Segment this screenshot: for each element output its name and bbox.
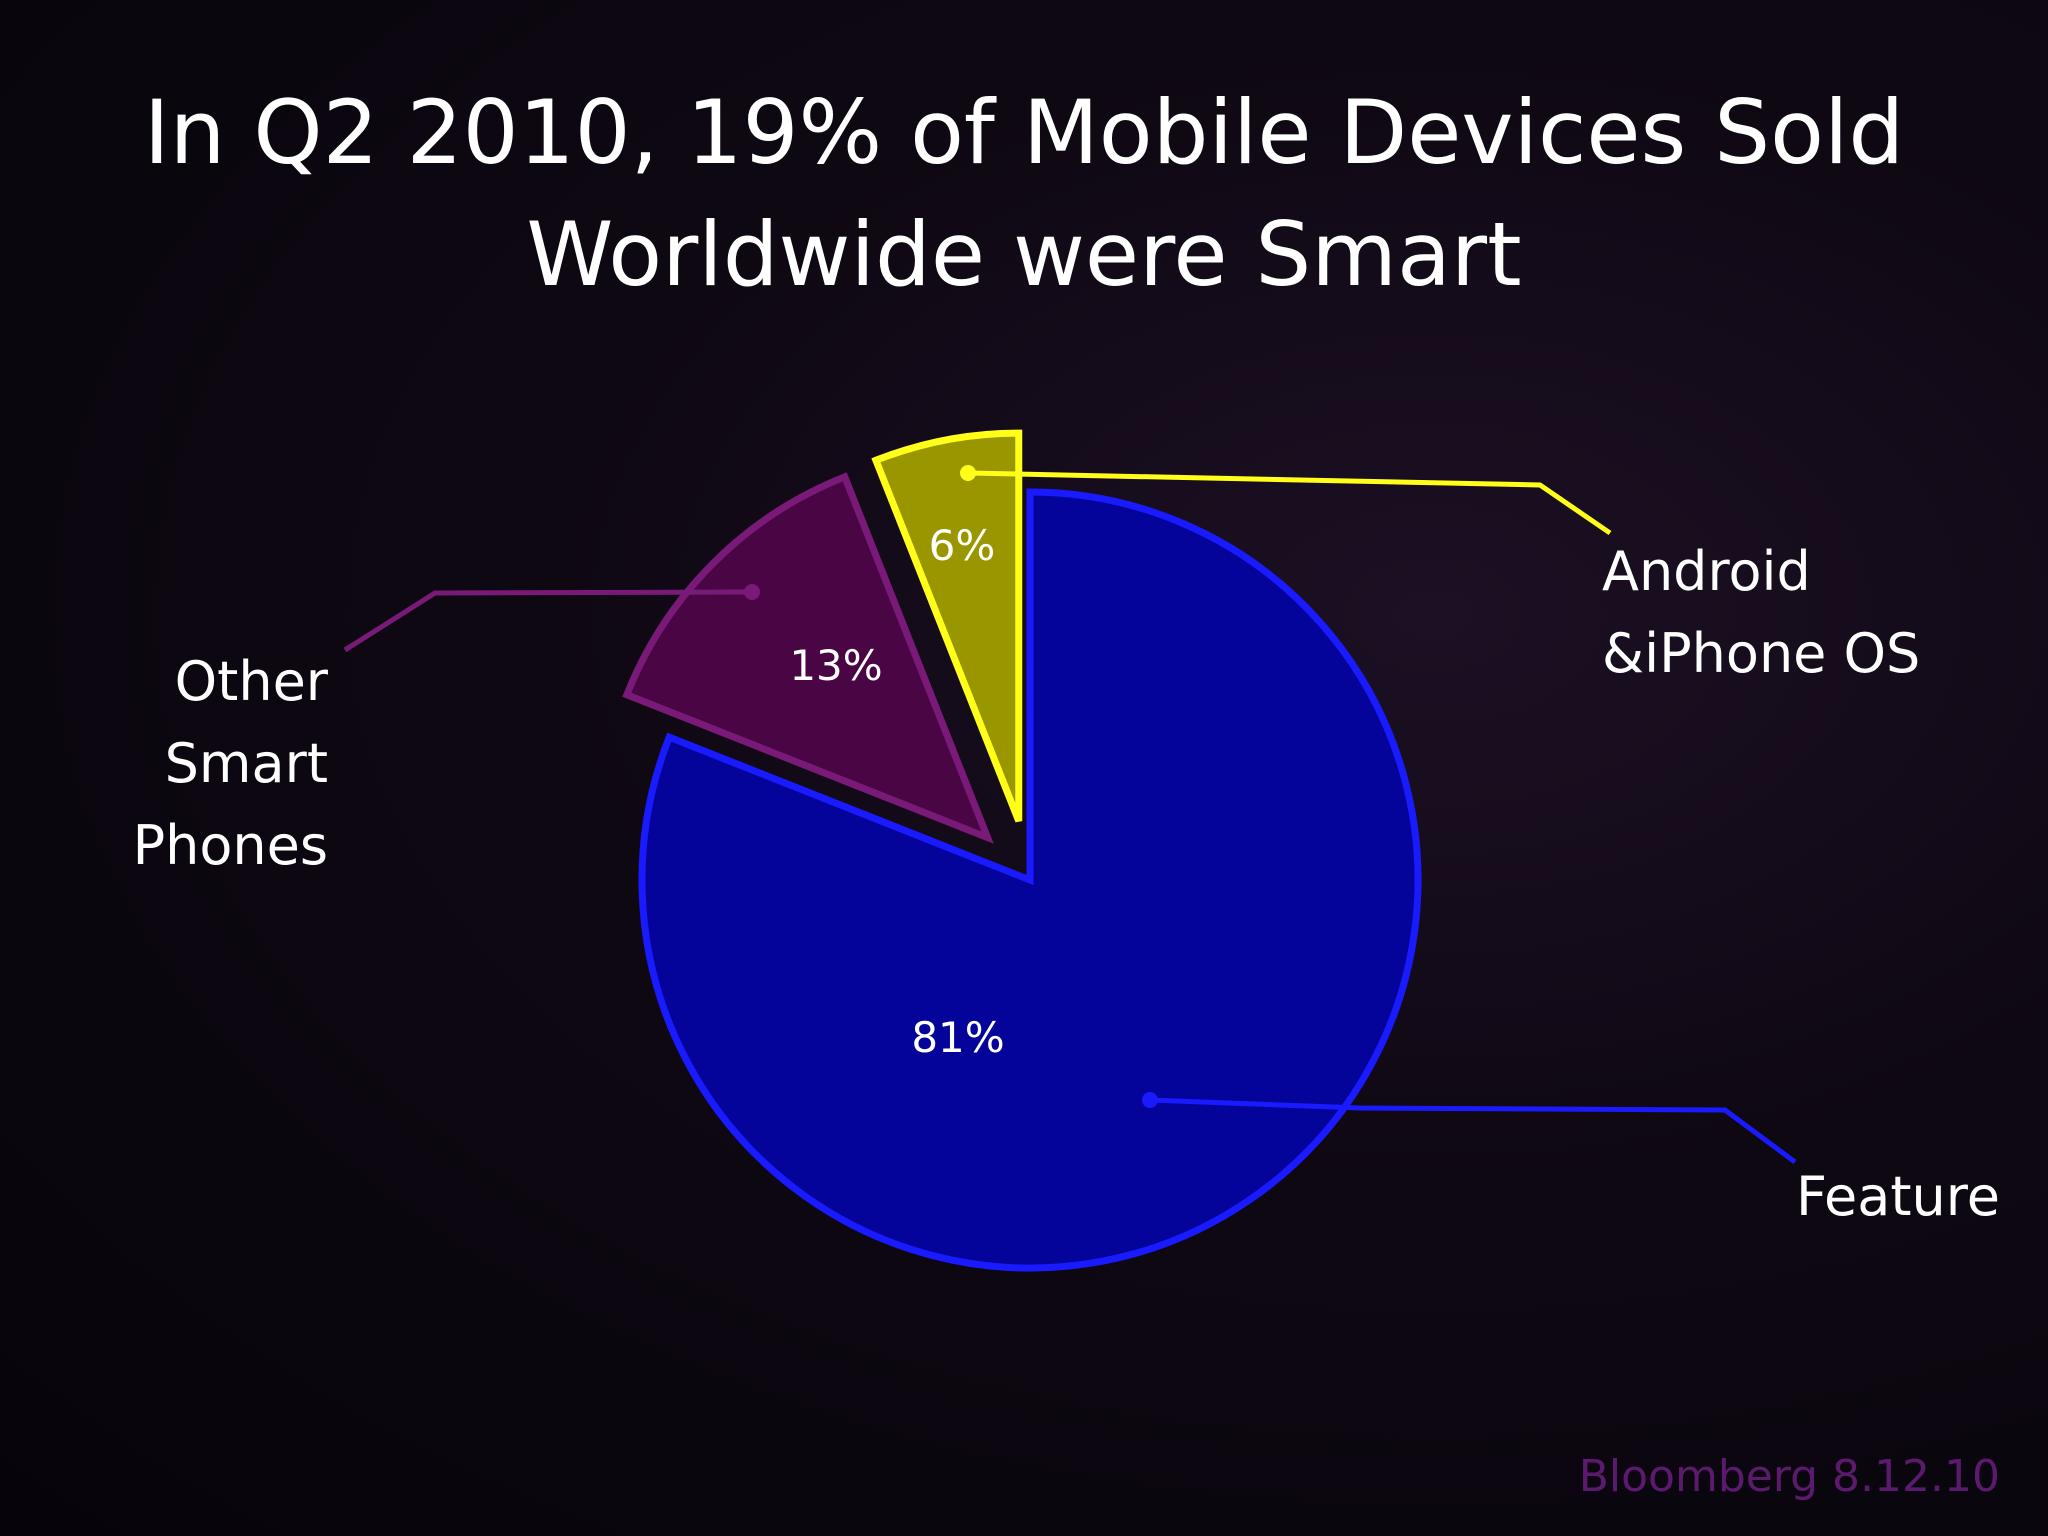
leader-line-other-smart-phones [343, 589, 753, 653]
value-label-feature: 81% [911, 1013, 1004, 1062]
slice-label-line: Phones [133, 814, 328, 877]
slice-label-feature: Feature [1796, 1165, 2000, 1228]
leader-line-feature [1149, 1097, 1797, 1165]
leader-dot-android-iphone-os [960, 465, 976, 481]
slice-label-other-smart-phones: Other Smart Phones [133, 650, 329, 877]
leader-dot-feature [1142, 1092, 1158, 1108]
pie-labels: Feature 81% Other Smart Phones 13% Android &iPh… [133, 521, 2000, 1228]
slice-label-line: Feature [1796, 1165, 2000, 1228]
slice-label-line: &iPhone OS [1602, 622, 1920, 685]
leader-line-android-iphone-os [967, 470, 1612, 536]
leader-lines [343, 465, 1797, 1165]
pie-slice-feature [638, 488, 1422, 1272]
pie-slice-android-iphone-os [871, 429, 1023, 823]
slice-label-line: Android [1602, 540, 1811, 603]
pie-slice-other-smart-phones [622, 472, 994, 844]
title-line-2: Worldwide were Smart [526, 203, 1522, 306]
slice-label-line: Smart [165, 732, 328, 795]
leader-dot-other-smart-phones [744, 584, 760, 600]
source-note: Bloomberg 8.12.10 [1578, 1451, 2000, 1502]
pie-slices [622, 429, 1422, 1272]
slice-label-line: Other [175, 650, 329, 713]
slide-title: In Q2 2010, 19% of Mobile Devices Sold W… [0, 72, 2048, 316]
value-label-android-iphone-os: 6% [929, 521, 996, 570]
slice-label-android-iphone-os: Android &iPhone OS [1602, 540, 1920, 685]
value-label-other-smart-phones: 13% [789, 641, 882, 690]
title-line-1: In Q2 2010, 19% of Mobile Devices Sold [143, 81, 1905, 184]
